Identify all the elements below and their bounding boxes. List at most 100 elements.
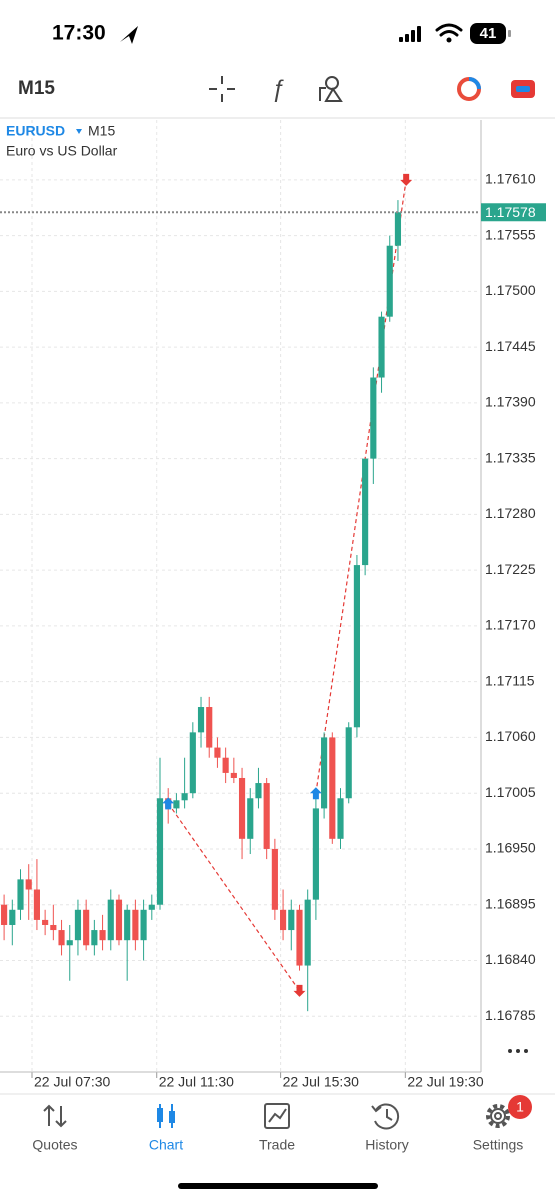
objects-button[interactable] xyxy=(319,76,343,102)
x-tick-label: 22 Jul 19:30 xyxy=(407,1074,483,1090)
candle-body xyxy=(353,565,360,728)
candle-body xyxy=(370,377,377,459)
quotes-icon[interactable] xyxy=(43,1104,67,1128)
candle-body xyxy=(197,707,205,733)
candle-body xyxy=(304,899,311,966)
y-tick-label: 1.17390 xyxy=(485,394,536,410)
candle-body xyxy=(362,458,369,566)
battery-tip xyxy=(508,30,511,37)
candle-body xyxy=(378,316,385,378)
signal-icon xyxy=(399,26,421,42)
candle-body xyxy=(58,930,65,946)
candle-body xyxy=(107,899,114,941)
trade-icon[interactable] xyxy=(511,80,535,98)
history-icon[interactable] xyxy=(371,1103,400,1130)
candle-body xyxy=(230,772,237,778)
candle-body xyxy=(214,747,221,758)
x-tick-label: 22 Jul 11:30 xyxy=(159,1074,234,1090)
settings-icon[interactable] xyxy=(486,1104,510,1128)
trade-line xyxy=(167,802,300,992)
candle-body xyxy=(115,899,123,941)
symbol[interactable]: EURUSD xyxy=(6,123,65,139)
sell-arrow xyxy=(293,984,306,997)
buy-arrow xyxy=(309,787,322,800)
trade-tab-icon[interactable] xyxy=(264,1103,290,1129)
candle-body xyxy=(321,737,328,809)
candle-body xyxy=(255,783,262,799)
crosshair-button[interactable] xyxy=(209,76,235,102)
tab-label[interactable]: Settings xyxy=(473,1137,524,1153)
y-tick-label: 1.16840 xyxy=(485,951,536,967)
y-tick-label: 1.17225 xyxy=(485,561,536,577)
battery xyxy=(470,23,506,44)
candle-body xyxy=(329,737,336,839)
indicators-button[interactable]: ƒ xyxy=(271,75,284,102)
candle-body xyxy=(296,909,303,966)
tab-label[interactable]: Quotes xyxy=(32,1137,77,1153)
candle-body xyxy=(337,798,344,839)
candle-body xyxy=(9,909,16,925)
badge xyxy=(508,1095,532,1119)
y-tick-label: 1.17610 xyxy=(485,171,536,187)
battery-level: 41 xyxy=(480,25,497,42)
tab-label[interactable]: History xyxy=(365,1137,409,1153)
x-tick-label: 22 Jul 15:30 xyxy=(283,1074,359,1090)
candle-body xyxy=(132,909,139,941)
candle-body xyxy=(263,783,270,849)
candle-body xyxy=(83,909,90,946)
y-tick-label: 1.17170 xyxy=(485,617,536,633)
more-button[interactable] xyxy=(508,1049,528,1053)
chart-icon[interactable] xyxy=(157,1104,175,1128)
tab-label[interactable]: Chart xyxy=(149,1137,183,1153)
current-price-label: 1.17578 xyxy=(485,204,536,220)
candle-body xyxy=(280,909,287,931)
chart-timeframe: M15 xyxy=(88,123,115,139)
wifi-icon xyxy=(435,23,463,37)
candle-body xyxy=(124,909,131,941)
home-indicator xyxy=(178,1183,378,1189)
y-tick-label: 1.17500 xyxy=(485,282,536,298)
candle-body xyxy=(312,808,319,900)
x-tick-label: 22 Jul 07:30 xyxy=(34,1074,110,1090)
candle-body xyxy=(271,848,278,910)
account-icon[interactable] xyxy=(457,77,481,101)
wifi-dot xyxy=(446,37,452,43)
y-tick-label: 1.17005 xyxy=(485,784,536,800)
candle-body xyxy=(1,904,8,925)
tab-label[interactable]: Trade xyxy=(259,1137,295,1153)
location-icon xyxy=(120,26,138,44)
symbol-dropdown[interactable] xyxy=(76,129,82,134)
candle-body xyxy=(206,707,213,748)
candle-body xyxy=(33,889,40,920)
y-tick-label: 1.17115 xyxy=(485,672,535,688)
candle-body xyxy=(156,798,164,905)
candle-body xyxy=(288,909,295,931)
candle-body xyxy=(345,727,352,799)
candle-body xyxy=(42,919,49,925)
candle-body xyxy=(222,757,229,773)
y-tick-label: 1.17060 xyxy=(485,728,536,744)
badge-count: 1 xyxy=(516,1099,524,1115)
symbol-description: Euro vs US Dollar xyxy=(6,143,118,159)
candle-body xyxy=(173,800,180,809)
y-tick-label: 1.17335 xyxy=(485,449,536,465)
timeframe-button[interactable]: M15 xyxy=(18,78,55,99)
candle-body xyxy=(25,879,32,890)
y-tick-label: 1.17445 xyxy=(485,338,536,354)
candle-body xyxy=(50,924,57,931)
y-tick-label: 1.16895 xyxy=(485,895,536,911)
candle-body xyxy=(99,930,106,941)
candle-body xyxy=(189,732,196,794)
candle-body xyxy=(140,909,147,941)
candle-body xyxy=(74,909,82,941)
y-tick-label: 1.16950 xyxy=(485,840,536,856)
candle-body xyxy=(386,245,393,317)
trade-line xyxy=(315,179,407,794)
y-tick-label: 1.16785 xyxy=(485,1007,536,1023)
sell-arrow xyxy=(400,173,413,186)
candle-body xyxy=(91,930,98,946)
candle-body xyxy=(17,879,24,910)
candle-body xyxy=(148,904,155,910)
